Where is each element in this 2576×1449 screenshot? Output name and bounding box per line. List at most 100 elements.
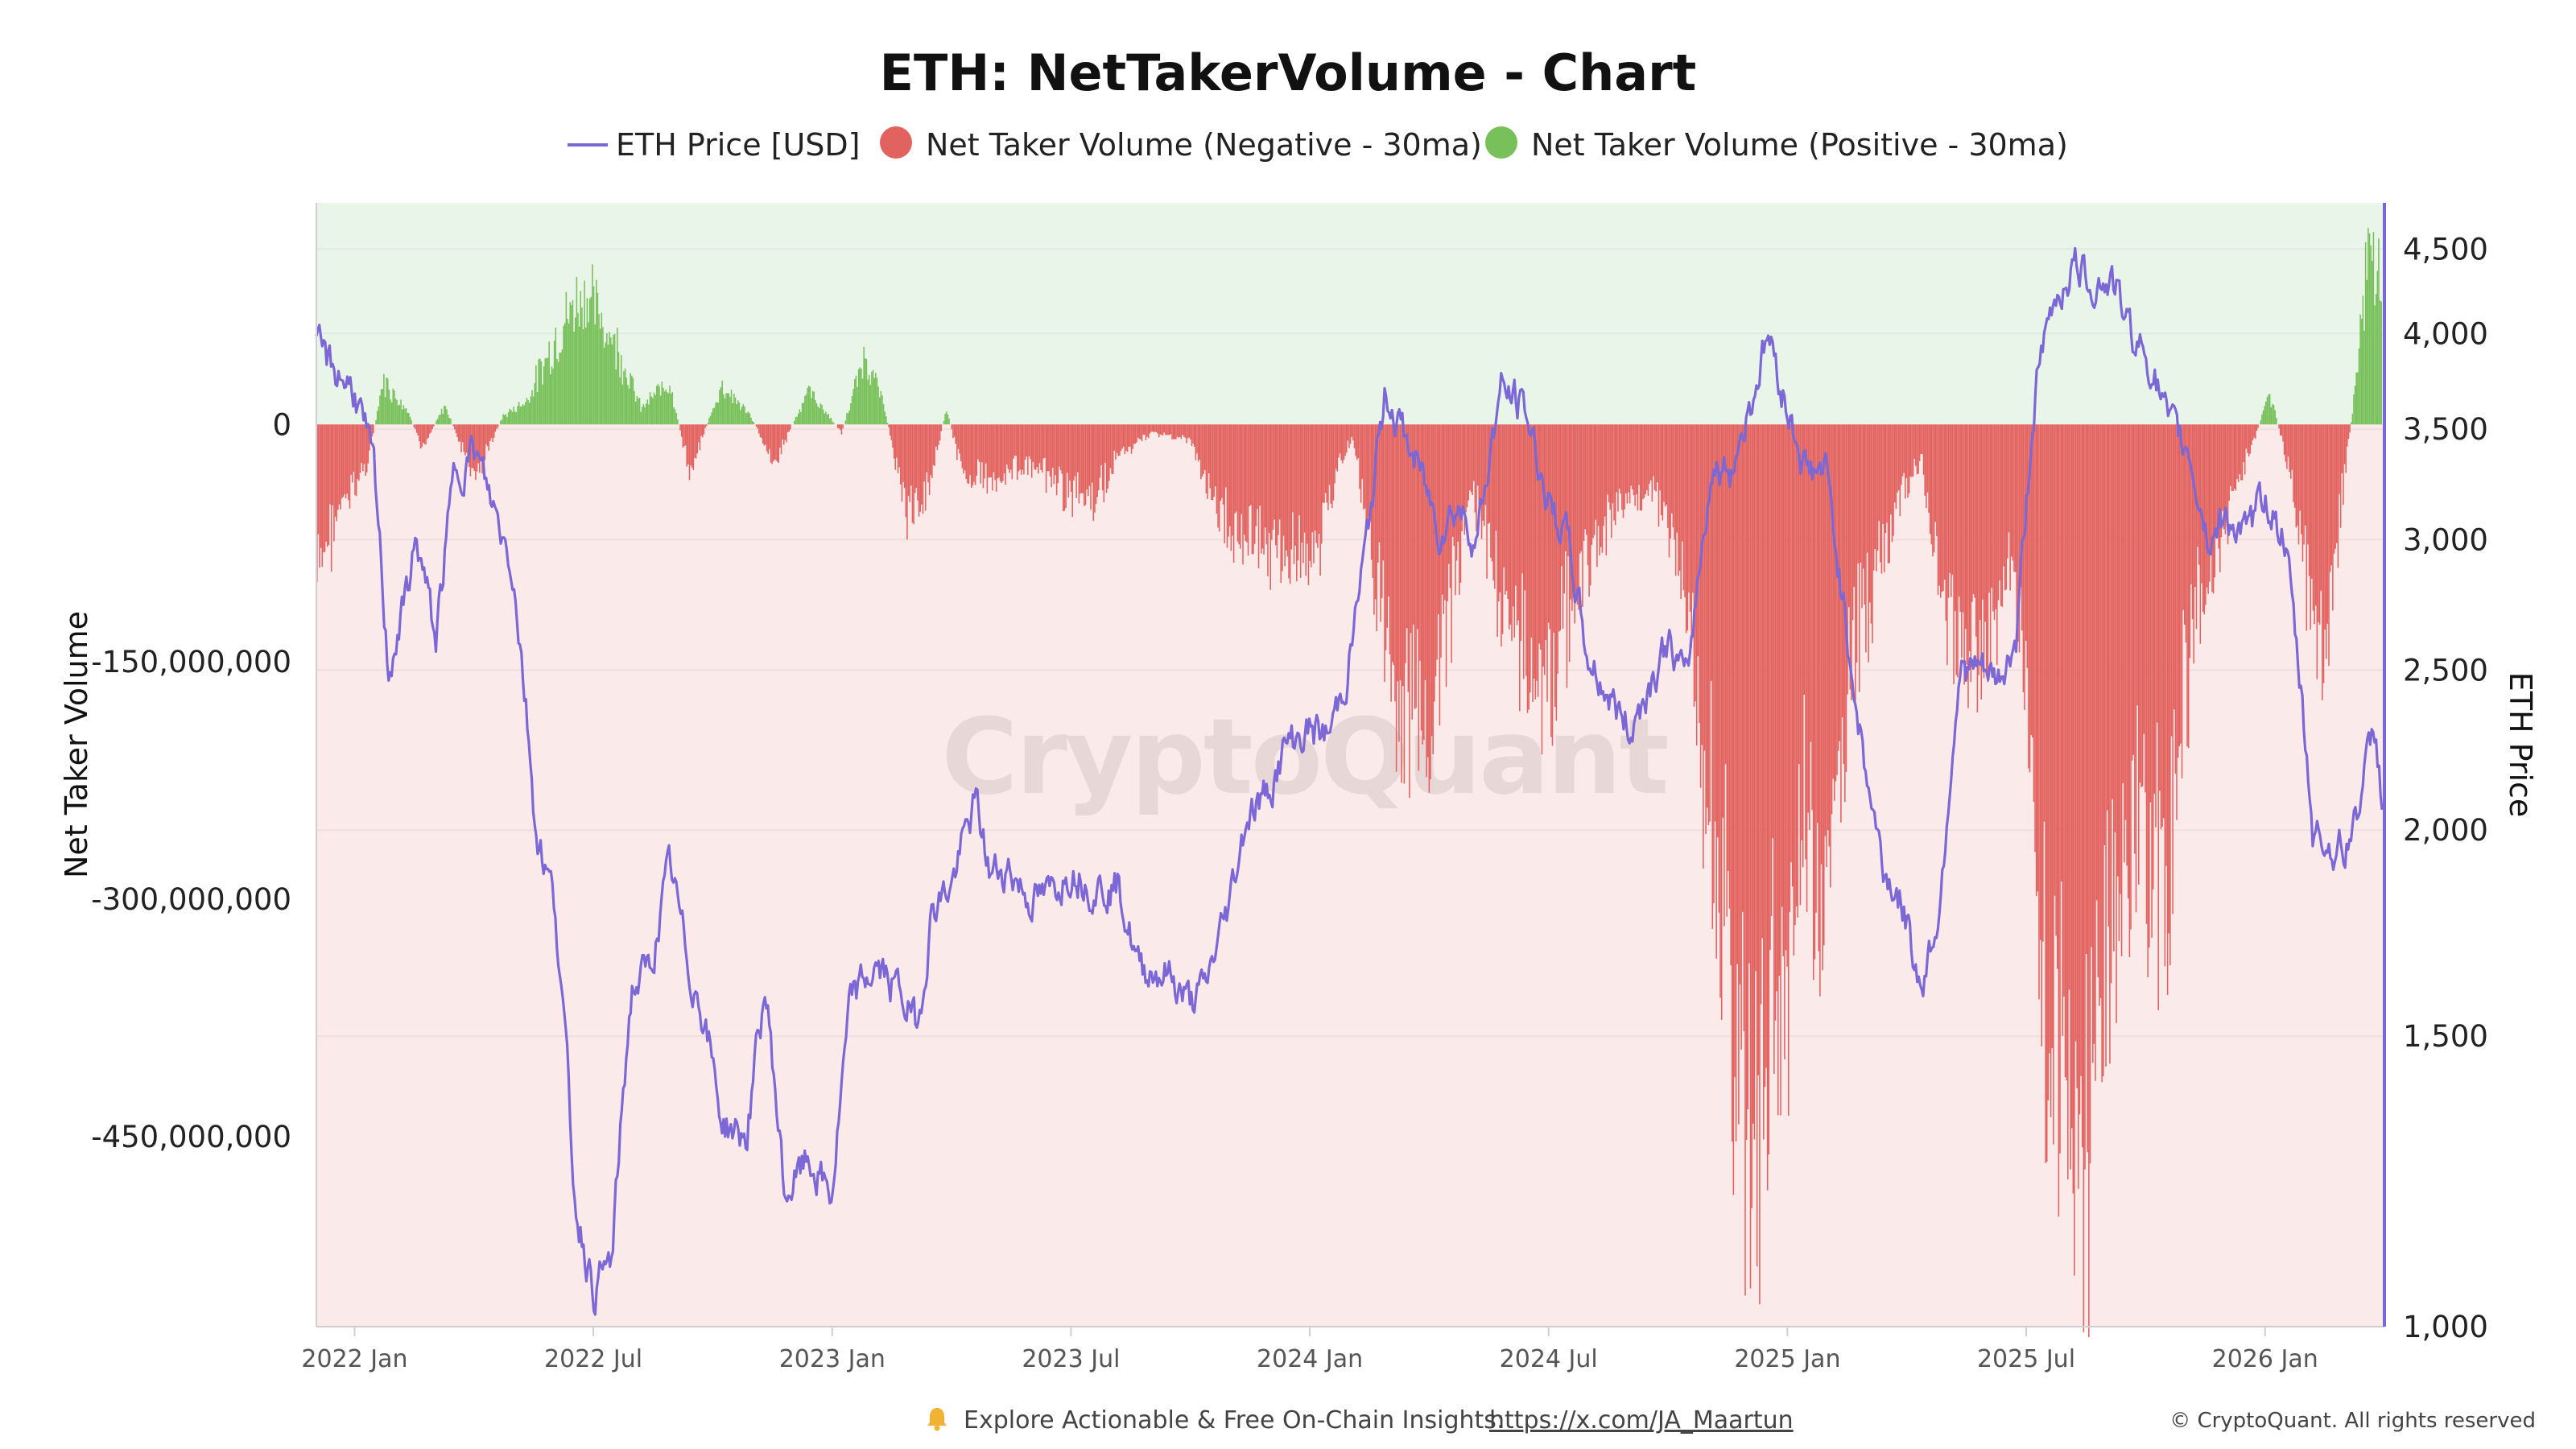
legend-item-positive[interactable]: Net Taker Volume (Positive - 30ma)	[1485, 126, 2068, 163]
volume-bar-negative	[1278, 424, 1279, 535]
volume-bar-negative	[452, 424, 454, 427]
volume-bar-negative	[1993, 424, 1996, 621]
volume-bar-positive	[746, 412, 748, 425]
volume-bar-negative	[2341, 424, 2343, 473]
legend-item-price[interactable]: ETH Price [USD]	[568, 127, 861, 163]
volume-bar-positive	[2375, 294, 2377, 425]
volume-bar-positive	[674, 409, 676, 425]
volume-bar-negative	[1116, 424, 1118, 453]
volume-bar-negative	[2328, 424, 2330, 667]
volume-bar-negative	[1616, 424, 1618, 493]
x-tick-label: 2025 Jan	[1734, 1345, 1840, 1373]
volume-bar-negative	[1584, 424, 1587, 530]
volume-bar-negative	[1862, 424, 1864, 569]
volume-bar-negative	[342, 424, 345, 497]
volume-bar-negative	[2014, 424, 2017, 572]
volume-bar-negative	[985, 424, 987, 464]
volume-bar-negative	[1699, 424, 1702, 788]
volume-bar-negative	[1303, 424, 1306, 533]
volume-bar-negative	[1682, 424, 1683, 542]
volume-bar-positive	[509, 408, 511, 425]
volume-bar-negative	[1991, 424, 1993, 588]
volume-bar-negative	[1797, 424, 1798, 918]
volume-bar-negative	[2210, 424, 2212, 551]
volume-bar-negative	[320, 424, 322, 548]
volume-bar-negative	[1878, 424, 1880, 522]
volume-bar-positive	[400, 399, 402, 425]
volume-bar-positive	[621, 384, 624, 425]
volume-bar-negative	[770, 424, 772, 463]
volume-bar-negative	[690, 424, 691, 465]
volume-bar-negative	[1968, 424, 1971, 651]
volume-bar-negative	[698, 424, 700, 443]
volume-bar-negative	[1094, 424, 1096, 513]
volume-bar-negative	[1845, 424, 1847, 772]
volume-bar-negative	[1122, 424, 1125, 447]
volume-bar-negative	[1961, 424, 1963, 658]
volume-bar-negative	[909, 424, 910, 502]
volume-bar-negative	[1541, 424, 1543, 755]
volume-bar-negative	[1409, 424, 1410, 799]
volume-bar-negative	[1791, 424, 1794, 887]
volume-bar-negative	[1922, 424, 1925, 475]
volume-bar-negative	[1557, 424, 1558, 674]
volume-bar-negative	[1709, 424, 1711, 822]
volume-bar-negative	[1798, 424, 1800, 765]
volume-bar-positive	[505, 414, 507, 425]
volume-bar-negative	[1196, 424, 1198, 454]
volume-bar-negative	[1495, 424, 1497, 531]
volume-bar-negative	[1818, 424, 1820, 952]
volume-bar-negative	[1070, 424, 1072, 492]
volume-bar-positive	[669, 386, 671, 425]
volume-bar-positive	[811, 390, 814, 425]
volume-bar-negative	[1381, 424, 1383, 598]
legend-item-negative[interactable]: Net Taker Volume (Negative - 30ma)	[880, 126, 1482, 163]
volume-bar-positive	[444, 405, 445, 425]
volume-bar-positive	[649, 392, 651, 425]
volume-bar-negative	[1193, 424, 1195, 447]
volume-bar-positive	[884, 411, 886, 425]
volume-bar-negative	[1728, 424, 1731, 909]
volume-bar-negative	[2139, 424, 2141, 783]
volume-bar-negative	[1203, 424, 1204, 474]
footer: Explore Actionable & Free On-Chain Insig…	[927, 1406, 2536, 1435]
volume-bar-negative	[2055, 424, 2057, 936]
volume-bar-negative	[1117, 424, 1120, 456]
volume-bar-positive	[829, 418, 831, 425]
volume-bar-positive	[547, 357, 549, 425]
volume-bar-negative	[963, 424, 964, 474]
volume-bar-negative	[1928, 424, 1930, 514]
volume-bar-negative	[1624, 424, 1627, 493]
x-tick-label: 2025 Jul	[1977, 1345, 2075, 1373]
volume-bar-negative	[2018, 424, 2021, 653]
volume-bar-positive	[638, 398, 639, 425]
volume-bar-negative	[1501, 424, 1504, 634]
volume-bar-negative	[1376, 424, 1377, 632]
volume-bar-negative	[2122, 424, 2124, 783]
volume-bar-positive	[598, 314, 600, 425]
volume-bar-negative	[1918, 424, 1921, 461]
volume-bar-negative	[1296, 424, 1298, 582]
volume-bar-positive	[380, 389, 382, 425]
volume-bar-negative	[896, 424, 898, 458]
volume-bar-negative	[1794, 424, 1796, 926]
volume-bar-negative	[1612, 424, 1614, 504]
volume-bar-negative	[1777, 424, 1779, 1116]
volume-bar-positive	[638, 397, 641, 425]
volume-bar-negative	[1588, 424, 1590, 597]
volume-bar-positive	[741, 407, 743, 425]
volume-bar-negative	[1302, 424, 1304, 564]
volume-bar-positive	[446, 409, 448, 425]
volume-bar-positive	[436, 419, 439, 425]
volume-bar-negative	[1259, 424, 1261, 506]
volume-bar-negative	[1776, 424, 1777, 992]
volume-bar-negative	[1634, 424, 1636, 506]
volume-bar-negative	[1092, 424, 1095, 522]
volume-bar-negative	[1080, 424, 1083, 493]
volume-bar-negative	[1802, 424, 1804, 868]
footer-link[interactable]: https://x.com/JA_Maartun	[1489, 1406, 1794, 1435]
volume-bar-negative	[1099, 424, 1101, 478]
volume-bar-negative	[780, 424, 782, 455]
volume-bar-negative	[1059, 424, 1060, 467]
volume-bar-negative	[2074, 424, 2075, 1276]
